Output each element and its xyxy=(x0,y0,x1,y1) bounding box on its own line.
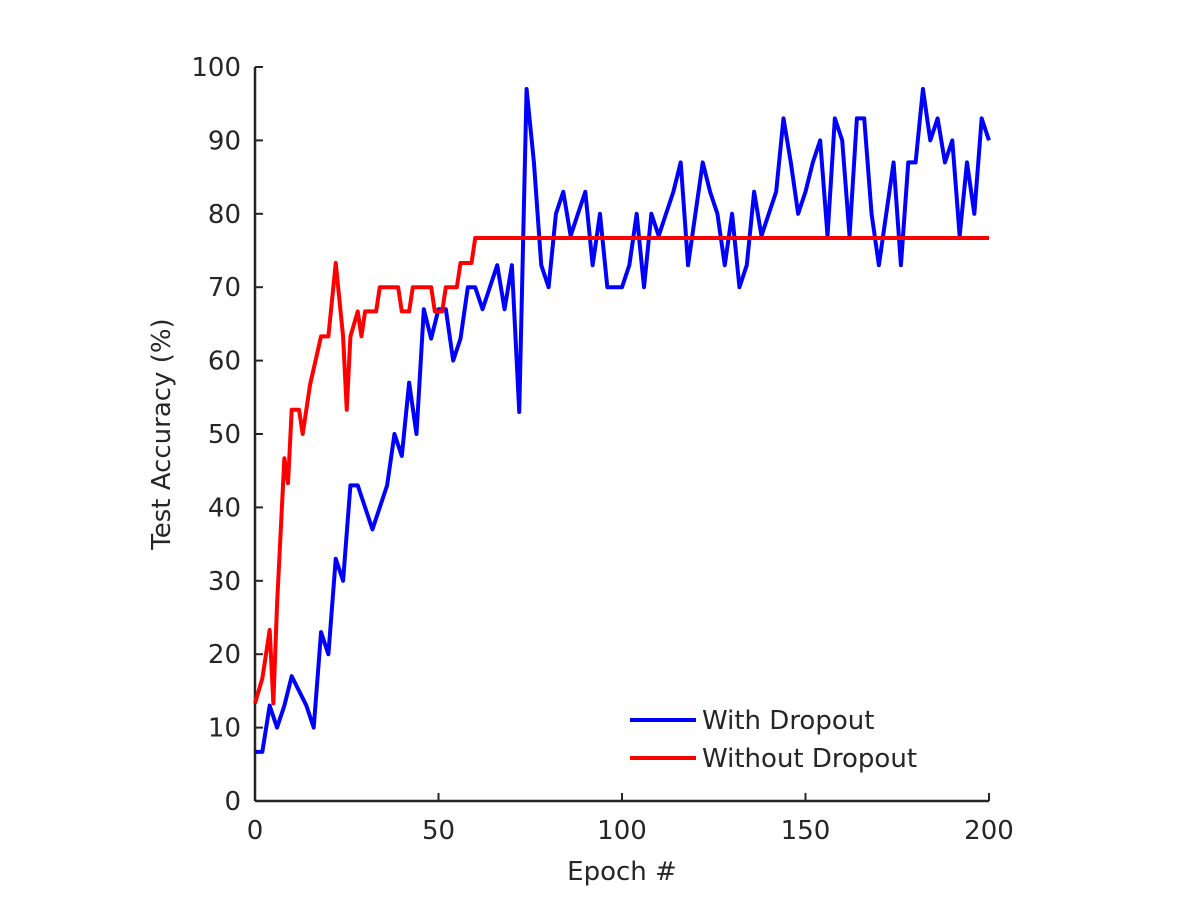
legend-label: Without Dropout xyxy=(702,744,917,774)
y-tick-label: 20 xyxy=(208,640,241,670)
data-line xyxy=(253,236,989,706)
x-axis-label: Epoch # xyxy=(567,857,677,887)
y-tick-label: 50 xyxy=(208,420,241,450)
y-tick-label: 70 xyxy=(208,273,241,303)
x-tick-label: 100 xyxy=(597,816,647,846)
legend-label: With Dropout xyxy=(702,706,874,736)
y-tick-label: 100 xyxy=(191,53,241,83)
y-tick-label: 60 xyxy=(208,347,241,377)
y-axis-label: Test Accuracy (%) xyxy=(147,318,177,550)
y-tick-label: 30 xyxy=(208,567,241,597)
x-tick-label: 150 xyxy=(781,816,831,846)
x-tick-label: 200 xyxy=(964,816,1014,846)
x-tick-label: 0 xyxy=(247,816,264,846)
y-tick-label: 90 xyxy=(208,126,241,156)
y-tick-label: 10 xyxy=(208,714,241,744)
y-tick-label: 40 xyxy=(208,493,241,523)
x-tick-label: 50 xyxy=(422,816,455,846)
y-tick-label: 80 xyxy=(208,200,241,230)
y-tick-label: 0 xyxy=(224,787,241,817)
data-line xyxy=(255,87,991,754)
